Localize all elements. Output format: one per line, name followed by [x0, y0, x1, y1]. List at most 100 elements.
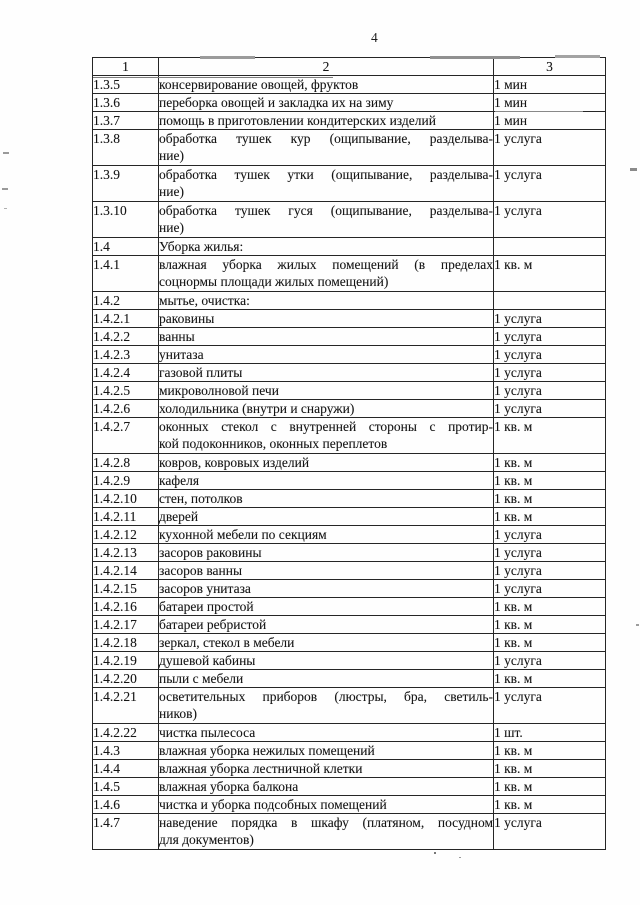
description-line: обработка тушек гуся (ощипывание, раздел… [159, 203, 493, 218]
unit-cell: 1 кв. м [493, 795, 606, 814]
service-description-cell: засоров ванны [158, 561, 494, 580]
item-number-cell: 1.4.2.7 [92, 417, 159, 454]
unit-cell: 1 услуга [493, 543, 606, 562]
unit-cell: 1 кв. м [493, 489, 606, 508]
scan-artifact-mark [430, 56, 520, 59]
unit-cell: 1 услуга [493, 813, 606, 850]
table-row: 1.4.2.6 холодильника (внутри и снаружи) 1 … [92, 399, 606, 418]
unit-cell: 1 услуга [493, 651, 606, 670]
service-description-cell: ковров, ковровых изделий [158, 453, 494, 472]
unit-cell: 1 мин [493, 75, 606, 94]
unit-cell: 1 услуга [493, 129, 606, 166]
item-number-cell: 1.3.6 [92, 93, 159, 112]
table-header-row: 1 2 3 [92, 57, 606, 76]
col-header-unit: 3 [493, 57, 606, 76]
services-table: 1 2 3 1.3.5 консервирование овощей, фрукт… [92, 57, 606, 850]
item-number-cell: 1.4.2.3 [92, 345, 159, 364]
item-number-cell: 1.4.2.17 [92, 615, 159, 634]
unit-cell: 1 услуга [493, 201, 606, 238]
service-description-cell: засоров раковины [158, 543, 494, 562]
item-number-cell: 1.4 [92, 237, 159, 256]
description-line: обработка тушек кур (ощипывание, разделы… [159, 131, 493, 146]
item-number-cell: 1.4.7 [92, 813, 159, 850]
item-number-cell: 1.4.2.21 [92, 687, 159, 724]
scan-artifact-mark [434, 852, 436, 854]
service-description-cell: кухонной мебели по секциям [158, 525, 494, 544]
item-number-cell: 1.4.3 [92, 741, 159, 760]
service-description-cell: консервирование овощей, фруктов [158, 75, 494, 94]
item-number-cell: 1.3.5 [92, 75, 159, 94]
scan-artifact-mark [93, 77, 333, 78]
unit-cell: 1 кв. м [493, 759, 606, 778]
table-row: 1.4.2.13 засоров раковины 1 услуга [92, 543, 606, 562]
item-number-cell: 1.4.2.9 [92, 471, 159, 490]
service-description-cell: обработка тушек утки (ощипывание, раздел… [158, 165, 494, 202]
unit-cell: 1 мин [493, 93, 606, 112]
table-row: 1.4.2.19 душевой кабины 1 услуга [92, 651, 606, 670]
unit-cell: 1 услуга [493, 381, 606, 400]
unit-cell: 1 услуга [493, 579, 606, 598]
service-description-cell: раковины [158, 309, 494, 328]
service-description-cell: дверей [158, 507, 494, 526]
scan-artifact-mark [200, 56, 255, 59]
unit-cell: 1 кв. м [493, 453, 606, 472]
unit-cell: 1 услуга [493, 165, 606, 202]
item-number-cell: 1.4.2.8 [92, 453, 159, 472]
unit-cell: 1 кв. м [493, 777, 606, 796]
table-row: 1.4.2.9 кафеля 1 кв. м [92, 471, 606, 490]
description-line: оконных стекол с внутренней стороны с пр… [159, 419, 493, 434]
item-number-cell: 1.4.2.18 [92, 633, 159, 652]
table-row: 1.4.3 влажная уборка нежилых помещений 1 к… [92, 741, 606, 760]
unit-cell: 1 мин [493, 111, 606, 130]
table-row: 1.4.2.8 ковров, ковровых изделий 1 кв. м [92, 453, 606, 472]
unit-cell: 1 кв. м [493, 597, 606, 616]
description-line: соцнормы площади жилых помещений) [159, 274, 389, 289]
unit-cell: 1 кв. м [493, 669, 606, 688]
description-line: ние) [159, 220, 184, 235]
item-number-cell: 1.4.2.11 [92, 507, 159, 526]
description-line: ние) [159, 184, 184, 199]
table-row: 1.4.1 влажная уборка жилых помещений (в п… [92, 255, 606, 292]
table-row: 1.4.2.12 кухонной мебели по секциям 1 услу… [92, 525, 606, 544]
item-number-cell: 1.4.2.6 [92, 399, 159, 418]
item-number-cell: 1.4.2.14 [92, 561, 159, 580]
table-row: 1.4.4 влажная уборка лестничной клетки 1 к… [92, 759, 606, 778]
item-number-cell: 1.4.2.2 [92, 327, 159, 346]
item-number-cell: 1.3.9 [92, 165, 159, 202]
scan-artifact-mark [555, 55, 600, 58]
item-number-cell: 1.4.2.5 [92, 381, 159, 400]
table-row: 1.3.9 обработка тушек утки (ощипывание, р… [92, 165, 606, 202]
service-description-cell: стен, потолков [158, 489, 494, 508]
unit-cell: 1 услуга [493, 525, 606, 544]
table-row: 1.4.2.11 дверей 1 кв. м [92, 507, 606, 526]
unit-cell: 1 услуга [493, 561, 606, 580]
unit-cell: 1 кв. м [493, 471, 606, 490]
table-body: 1.3.5 консервирование овощей, фруктов 1 ми… [92, 75, 606, 850]
item-number-cell: 1.4.2.19 [92, 651, 159, 670]
table-row: 1.3.10 обработка тушек гуся (ощипывание, … [92, 201, 606, 238]
scan-artifact-mark [495, 111, 583, 112]
table-row: 1.4.2.17 батареи ребристой 1 кв. м [92, 615, 606, 634]
table-row: 1.3.6 переборка овощей и закладка их на з… [92, 93, 606, 112]
item-number-cell: 1.4.5 [92, 777, 159, 796]
scan-artifact-mark [630, 168, 637, 171]
unit-cell: 1 кв. м [493, 633, 606, 652]
service-description-cell: влажная уборка нежилых помещений [158, 741, 494, 760]
item-number-cell: 1.4.2.1 [92, 309, 159, 328]
table-row: 1.4.2.2 ванны 1 услуга [92, 327, 606, 346]
page-number: 4 [371, 30, 378, 45]
service-description-cell: оконных стекол с внутренней стороны с пр… [158, 417, 494, 454]
service-description-cell: холодильника (внутри и снаружи) [158, 399, 494, 418]
table-row: 1.4.2.1 раковины 1 услуга [92, 309, 606, 328]
service-description-cell: душевой кабины [158, 651, 494, 670]
col-header-service: 2 [158, 57, 494, 76]
unit-cell: 1 услуга [493, 309, 606, 328]
description-line: осветительных приборов (люстры, бра, све… [159, 689, 493, 704]
service-description-cell: чистка и уборка подсобных помещений [158, 795, 494, 814]
table-row: 1.4.2.14 засоров ванны 1 услуга [92, 561, 606, 580]
service-description-cell: батареи простой [158, 597, 494, 616]
service-description-cell: микроволновой печи [158, 381, 494, 400]
unit-cell: 1 кв. м [493, 507, 606, 526]
service-description-cell: наведение порядка в шкафу (платяном, пос… [158, 813, 494, 850]
item-number-cell: 1.4.2.20 [92, 669, 159, 688]
